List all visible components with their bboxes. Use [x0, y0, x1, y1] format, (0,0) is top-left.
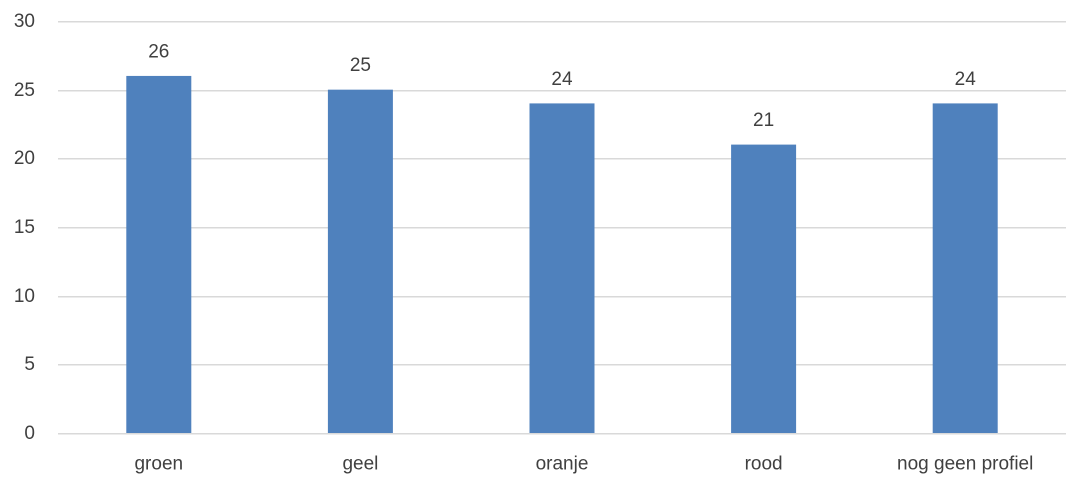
data-label: 26 [148, 41, 169, 62]
x-category-label: rood [745, 454, 783, 475]
y-tick-label: 20 [14, 148, 35, 169]
bar-oranje [529, 103, 595, 434]
x-category-label: groen [134, 454, 183, 475]
data-label: 25 [350, 55, 371, 76]
y-tick-label: 30 [14, 11, 35, 32]
data-label: 24 [551, 69, 573, 90]
bar-groen [126, 75, 192, 433]
x-category-label: oranje [536, 454, 589, 475]
data-label: 21 [753, 110, 774, 131]
x-axis-category-labels: groen geel oranje rood nog geen profiel [134, 454, 1033, 475]
data-labels: 26 25 24 21 24 [148, 41, 976, 131]
x-category-label: nog geen profiel [897, 454, 1033, 475]
y-axis-tick-labels: 0 5 10 15 20 25 30 [14, 11, 35, 444]
data-label: 24 [955, 69, 977, 90]
bars [126, 75, 998, 434]
x-category-label: geel [342, 454, 378, 475]
y-tick-label: 5 [24, 354, 35, 375]
bar-rood [731, 144, 797, 433]
y-tick-label: 15 [14, 217, 35, 238]
y-tick-label: 25 [14, 80, 35, 101]
bar-geel [327, 89, 393, 434]
bar-nog-geen-profiel [932, 103, 998, 434]
y-tick-label: 10 [14, 286, 35, 307]
y-tick-label: 0 [24, 423, 35, 444]
